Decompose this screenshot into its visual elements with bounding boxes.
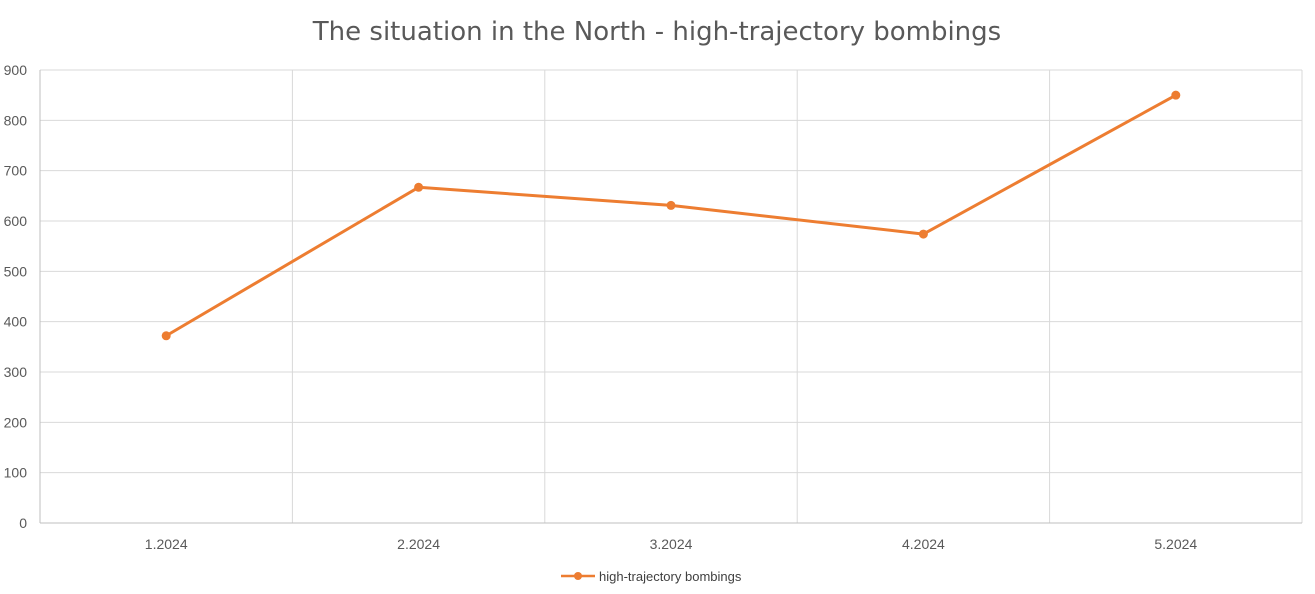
data-point-4-2024 (918, 229, 928, 239)
chart-title: The situation in the North - high-trajec… (312, 17, 1001, 47)
gridlines (40, 69, 1303, 523)
x-tick-label-3-2024: 3.2024 (650, 536, 693, 552)
legend-label-high-trajectory-bombings: high-trajectory bombings (599, 569, 742, 584)
x-tick-label-1-2024: 1.2024 (145, 536, 188, 552)
data-point-3-2024 (666, 200, 676, 210)
x-tick-label-2-2024: 2.2024 (397, 536, 440, 552)
data-point-1-2024 (161, 331, 171, 341)
y-tick-label-900: 900 (4, 62, 28, 78)
legend-swatch-marker (574, 572, 582, 580)
axes: 0 100 200 300 400 500 600 700 800 900 1.2024 2.2024… (4, 62, 1302, 552)
series-layer (161, 90, 1181, 341)
legend: high-trajectory bombings (561, 569, 742, 584)
y-tick-label-700: 700 (4, 163, 28, 179)
y-tick-label-100: 100 (4, 465, 28, 481)
x-tick-label-4-2024: 4.2024 (902, 536, 945, 552)
series-line-high-trajectory-bombings (164, 93, 1178, 338)
y-tick-label-0: 0 (19, 515, 27, 531)
data-point-5-2024 (1171, 90, 1181, 100)
x-tick-label-5-2024: 5.2024 (1154, 536, 1197, 552)
y-tick-label-800: 800 (4, 112, 28, 128)
y-tick-label-400: 400 (4, 314, 28, 330)
y-tick-label-200: 200 (4, 414, 28, 430)
y-tick-label-500: 500 (4, 263, 28, 279)
y-tick-label-600: 600 (4, 213, 28, 229)
y-tick-label-300: 300 (4, 364, 28, 380)
data-point-2-2024 (414, 182, 424, 192)
